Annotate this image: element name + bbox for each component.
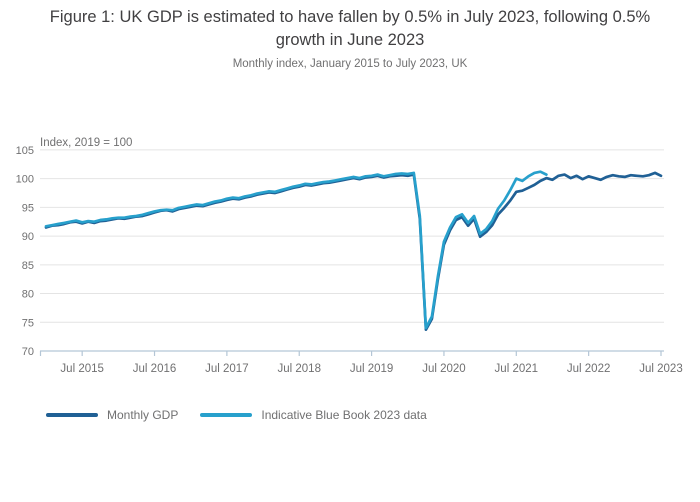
legend-label-monthly-gdp: Monthly GDP: [107, 408, 179, 422]
x-tick-label: Jul 2019: [350, 363, 393, 375]
y-tick-label: 75: [22, 317, 34, 329]
x-tick-label: Jul 2023: [639, 363, 682, 375]
y-tick-label: 95: [22, 202, 34, 214]
figure-subtitle: Monthly index, January 2015 to July 2023…: [232, 58, 468, 70]
legend: Monthly GDP Indicative Blue Book 2023 da…: [46, 408, 427, 422]
x-tick-label: Jul 2016: [133, 363, 176, 375]
y-tick-label: 80: [22, 289, 34, 301]
y-tick-label: 70: [22, 346, 34, 358]
series-line-monthly-gdp: [44, 171, 663, 332]
legend-item-monthly-gdp: Monthly GDP: [46, 408, 178, 422]
y-tick-label: 85: [22, 260, 34, 272]
x-tick-label: Jul 2018: [277, 363, 320, 375]
x-tick-label: Jul 2022: [567, 363, 610, 375]
gdp-line-chart: 70 75 80 85 90 95 100 105 Jul 2015 Jul 2016 Jul 20…: [16, 137, 683, 375]
legend-item-blue-book: Indicative Blue Book 2023 data: [200, 408, 427, 422]
series-line-blue-book: [44, 170, 548, 330]
legend-swatch-blue-book: [200, 413, 253, 417]
x-tick-label: Jul 2021: [495, 363, 538, 375]
x-tick-label: Jul 2020: [422, 363, 465, 375]
legend-swatch-monthly-gdp: [46, 413, 98, 417]
y-tick-label: 105: [16, 145, 34, 157]
y-tick-label: 100: [16, 174, 34, 186]
y-tick-label: 90: [22, 231, 34, 243]
x-tick-label: Jul 2017: [205, 363, 248, 375]
axis-note: Index, 2019 = 100: [40, 137, 132, 149]
legend-label-blue-book: Indicative Blue Book 2023 data: [261, 408, 427, 422]
x-tick-label: Jul 2015: [60, 363, 103, 375]
figure-title: Figure 1: UK GDP is estimated to have fa…: [49, 8, 651, 49]
